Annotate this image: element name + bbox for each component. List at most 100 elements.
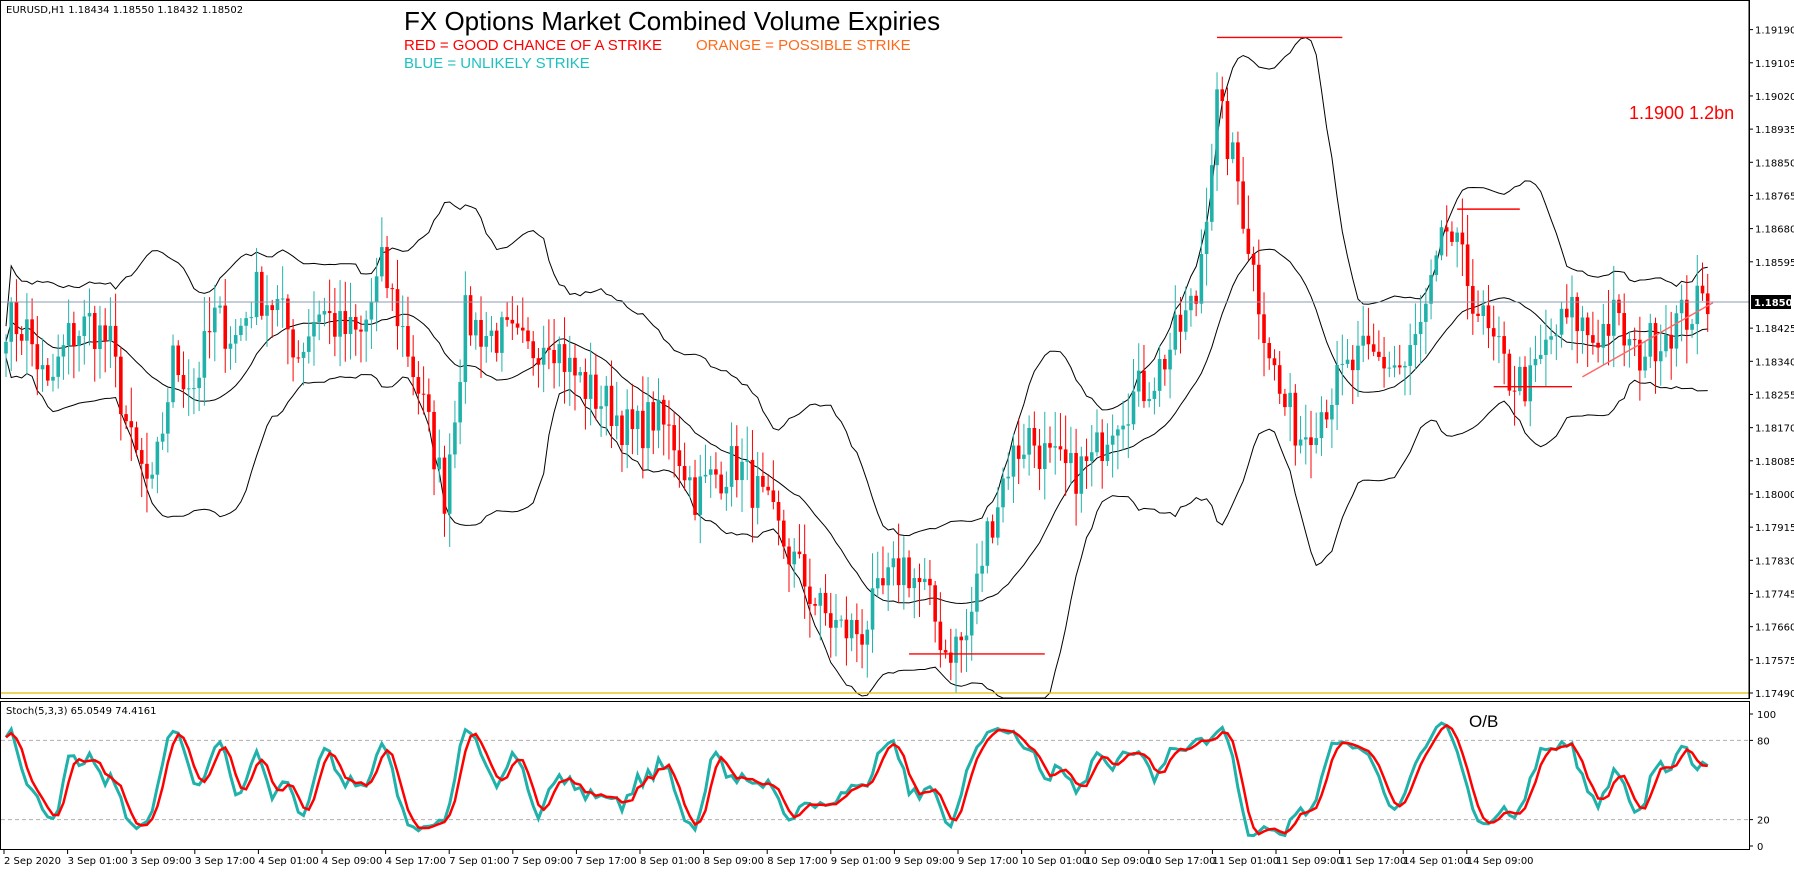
candle-body	[1538, 354, 1543, 359]
candle-body	[296, 357, 301, 359]
candle-body	[1330, 404, 1334, 420]
candle-body	[1627, 339, 1632, 346]
candle-body	[312, 321, 316, 337]
candle-body	[1335, 364, 1339, 405]
price-tick-label: 1.18255	[1755, 390, 1794, 401]
candle-body	[505, 317, 509, 320]
candle-body	[1580, 317, 1585, 332]
candle-body	[139, 450, 144, 464]
price-tick-label: 1.17830	[1755, 556, 1794, 567]
candle-body	[1136, 370, 1141, 392]
candle-body	[996, 507, 1000, 538]
candle-body	[244, 318, 248, 326]
price-tick-label: 1.18595	[1755, 258, 1794, 269]
time-tick-label: 3 Sep 09:00	[131, 856, 191, 867]
candle-body	[594, 374, 598, 409]
candle-body	[735, 446, 739, 481]
candle-body	[145, 463, 149, 479]
candle-body	[708, 469, 713, 475]
candle-body	[870, 588, 875, 630]
time-tick-label: 9 Sep 01:00	[831, 856, 891, 867]
candle-body	[933, 585, 937, 622]
candle-body	[1658, 351, 1663, 362]
candle-body	[562, 344, 567, 372]
candle-body	[1189, 295, 1193, 311]
candle-body	[1382, 356, 1386, 369]
stoch-axis: 100 80 20 0	[1749, 710, 1776, 853]
candle-body	[1277, 365, 1282, 394]
price-tick-label: 1.17660	[1755, 623, 1794, 634]
candle-body	[818, 592, 823, 606]
candle-body	[1528, 365, 1533, 402]
candle-body	[280, 298, 285, 300]
candle-body	[959, 636, 964, 641]
candle-body	[432, 411, 436, 470]
candle-body	[1632, 339, 1637, 341]
candle-body	[1439, 227, 1444, 256]
candle-body	[45, 365, 50, 381]
candle-body	[1267, 343, 1272, 359]
candle-body	[1272, 358, 1277, 366]
candle-body	[1037, 445, 1042, 469]
price-tick-label: 1.18425	[1755, 324, 1794, 335]
candle-body	[87, 313, 92, 317]
candle-body	[1413, 334, 1418, 346]
candle-body	[155, 441, 160, 475]
candle-body	[1142, 370, 1146, 402]
time-tick-label: 10 Sep 01:00	[1022, 856, 1089, 867]
candle-body	[1293, 392, 1298, 446]
candle-body	[374, 276, 379, 303]
candle-body	[614, 415, 619, 427]
candle-body	[66, 323, 71, 346]
time-tick-label: 8 Sep 01:00	[640, 856, 700, 867]
candle-body	[1648, 323, 1653, 357]
candle-body	[536, 358, 541, 365]
candle-body	[620, 415, 624, 446]
candle-body	[1178, 314, 1183, 332]
candle-body	[1058, 446, 1063, 450]
stoch-signal-line	[5, 723, 1708, 836]
price-tick-label: 1.18170	[1755, 424, 1794, 435]
candle-body	[1533, 358, 1538, 366]
candle-body	[1168, 349, 1172, 370]
candle-body	[1319, 412, 1324, 439]
candle-body	[468, 295, 473, 336]
candle-body	[839, 619, 843, 621]
candle-body	[635, 410, 640, 430]
time-tick-label: 4 Sep 01:00	[258, 856, 318, 867]
candle-body	[395, 289, 400, 327]
strike-lines	[909, 36, 1714, 655]
time-axis: 2 Sep 2020 3 Sep 01:00 3 Sep 09:00 3 Sep 17…	[3, 850, 1534, 867]
candle-body	[327, 311, 332, 314]
candle-body	[1497, 336, 1501, 338]
candle-body	[1236, 142, 1240, 182]
candle-body	[651, 402, 656, 431]
candle-body	[1303, 437, 1308, 440]
candle-body	[808, 586, 812, 604]
candle-body	[604, 385, 609, 407]
candle-body	[40, 365, 45, 370]
candle-body	[881, 578, 885, 586]
candle-body	[771, 490, 776, 502]
legend-orange: ORANGE = POSSIBLE STRIKE	[696, 37, 911, 54]
candle-body	[1575, 296, 1580, 332]
candle-body	[259, 271, 264, 316]
time-tick-label: 3 Sep 01:00	[68, 856, 128, 867]
candle-body	[1377, 351, 1381, 357]
candle-body	[1512, 390, 1517, 392]
candle-body	[1471, 286, 1475, 314]
candle-body	[500, 317, 504, 353]
time-tick-label: 9 Sep 17:00	[958, 856, 1018, 867]
time-tick-label: 3 Sep 17:00	[195, 856, 255, 867]
candle-body	[348, 316, 353, 335]
candle-body	[1700, 285, 1705, 294]
candle-body	[828, 613, 833, 628]
candle-body	[171, 345, 175, 403]
candle-body	[150, 474, 154, 479]
candle-body	[1100, 432, 1104, 462]
candle-body	[630, 409, 635, 430]
candle-body	[1163, 358, 1167, 370]
candle-body	[515, 323, 520, 328]
candle-body	[1131, 391, 1136, 425]
